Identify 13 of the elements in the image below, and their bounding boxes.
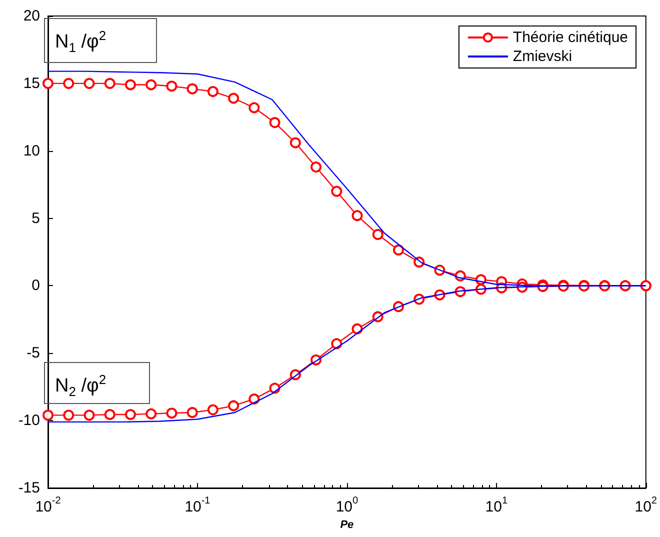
annotation: N$_{1}$ /φ$^{2}$ bbox=[55, 28, 106, 56]
y-tick-label: 15 bbox=[23, 74, 40, 92]
legend-label: Théorie cinétique bbox=[512, 29, 628, 46]
y-tick-label: -10 bbox=[18, 412, 40, 430]
legend-label: Zmievski bbox=[512, 48, 572, 65]
y-tick-label: -15 bbox=[18, 480, 40, 496]
y-tick-label: 0 bbox=[32, 277, 40, 294]
y-tick-label: 20 bbox=[23, 8, 40, 24]
y-tick-label: 10 bbox=[23, 142, 40, 160]
y-tick-label: 5 bbox=[32, 210, 40, 227]
annotation: N$_{2}$ /φ$^{2}$ bbox=[55, 372, 106, 400]
x-axis-title: Pe bbox=[340, 518, 354, 531]
y-tick-label: -5 bbox=[26, 344, 40, 362]
